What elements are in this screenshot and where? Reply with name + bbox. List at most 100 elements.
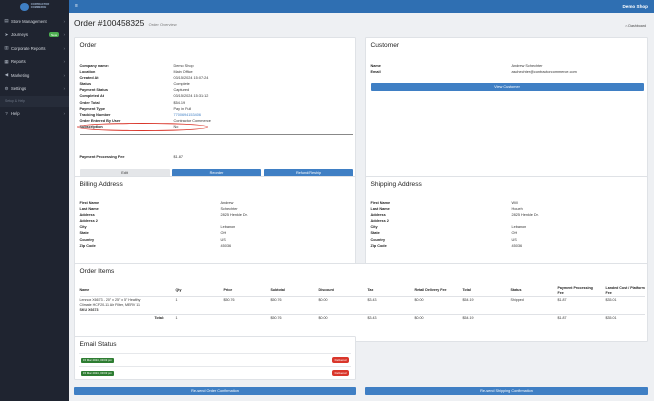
resend-shipping-confirmation-button[interactable]: Re-send Shipping Confirmation	[365, 387, 648, 395]
customer-card: Customer Name Andrew Schechter Email asche…	[365, 37, 648, 182]
totals-total: $54.19	[462, 316, 474, 320]
delivered-status-badge: Delivered	[332, 370, 349, 376]
sidebar-item-marketing[interactable]: ◀ Marketing ›	[0, 69, 69, 83]
shop-name[interactable]: Demo Shop	[622, 3, 648, 9]
chevron-right-icon: ›	[63, 86, 66, 92]
detail-label: Zip Code	[370, 243, 387, 248]
customer-card-title: Customer	[370, 42, 400, 49]
dashboard-label: Dashboard	[628, 24, 646, 28]
detail-row: Company name: Demo Shop	[80, 63, 350, 69]
chevron-right-icon: ›	[63, 72, 66, 78]
sidebar-item-help[interactable]: ? Help ›	[0, 107, 69, 121]
detail-value: Complete	[173, 82, 190, 87]
detail-row: City Lebanon	[371, 224, 641, 230]
detail-row: Payment Status Captured	[80, 87, 350, 93]
detail-value: 03/15/2024 15:31:12	[173, 94, 209, 99]
detail-row: Completed At 03/15/2024 15:31:12	[80, 93, 350, 99]
view-customer-button[interactable]: View Customer	[370, 83, 644, 91]
sidebar-item-label: Store Management	[11, 18, 47, 24]
sidebar-item-store-management[interactable]: ▤ Store Management ›	[0, 15, 69, 29]
detail-label: Country	[370, 237, 386, 242]
detail-value: OH	[511, 231, 518, 236]
edit-button[interactable]: Edit	[79, 169, 170, 177]
email-status-row: 15 Mar 2024, 09:03 pm Delivered	[79, 353, 351, 365]
detail-label: Address	[79, 213, 95, 218]
sidebar-item-label: Corporate Reports	[11, 45, 46, 51]
tracking-label: Tracking Number	[79, 112, 111, 117]
gear-icon: ⚙	[4, 85, 9, 91]
detail-row: Zip Code 45036	[80, 243, 350, 249]
detail-value: Schechter	[220, 207, 238, 212]
detail-row: City Lebanon	[80, 224, 350, 230]
item-qty: 1	[175, 298, 178, 302]
detail-label: State	[370, 231, 380, 236]
detail-value: Houeh	[511, 207, 523, 212]
item-landed-cost: $35.01	[605, 298, 617, 302]
logo-text-top: CONTRACTOR	[30, 3, 50, 7]
column-header-discount: Discount	[318, 288, 334, 292]
refund-reship-button[interactable]: Refund/Reship	[264, 169, 353, 177]
sidebar-item-reports[interactable]: ▦ Reports ›	[0, 55, 69, 69]
detail-label: Created At	[79, 76, 99, 81]
chevron-right-icon: ›	[63, 18, 66, 24]
item-price: $50.76	[223, 298, 235, 302]
tracking-number-link[interactable]: 7700694153406	[173, 112, 201, 117]
reorder-button[interactable]: Reorder	[172, 169, 261, 177]
logo-mark-icon	[19, 3, 29, 11]
detail-row: State OH	[371, 230, 641, 236]
row-divider	[79, 314, 645, 315]
detail-row: Address 2825 Henkle Dr.	[80, 212, 350, 218]
item-status: Shipped	[510, 298, 524, 302]
detail-value: 03/15/2024 15:07:24	[173, 76, 209, 81]
fee-label: Payment Processing Fee	[79, 155, 125, 159]
totals-tax: $3.43	[367, 316, 377, 320]
column-header-status: Status	[510, 288, 522, 292]
detail-value: OH	[220, 231, 227, 236]
detail-row: Address 2	[371, 218, 641, 224]
column-header-price: Price	[223, 288, 233, 292]
detail-row: Location Main Office	[80, 69, 350, 75]
item-name[interactable]: Lennox X6673 - 20" x 25" x 5" Healthy	[79, 298, 141, 302]
order-card: Order Company name: Demo Shop Location Mai…	[74, 37, 356, 182]
sidebar-item-settings[interactable]: ⚙ Settings ›	[0, 82, 69, 96]
sidebar-item-corporate-reports[interactable]: ▥ Corporate Reports ›	[0, 42, 69, 56]
logo[interactable]: CONTRACTOR COMMERCE	[0, 0, 69, 14]
header-divider	[79, 296, 645, 297]
column-header-landed-cost: Landed Cost / Platform Fee	[605, 286, 645, 295]
detail-row: First Name Will	[371, 200, 641, 206]
detail-value: US	[511, 237, 517, 242]
fee-value: $1.87	[173, 155, 184, 159]
detail-row: Last Name Schechter	[80, 206, 350, 212]
store-icon: ▤	[4, 18, 9, 24]
detail-row: Email aschechter@contractorcommerce.com	[371, 69, 641, 75]
detail-label: First Name	[79, 201, 100, 205]
reports-icon: ▥	[4, 45, 9, 51]
detail-value: $54.19	[173, 100, 186, 105]
sidebar-item-label: Journeys	[11, 32, 28, 38]
totals-landed-cost: $35.01	[605, 316, 617, 320]
detail-row: Order Total $54.19	[80, 100, 350, 106]
detail-value: Andrew	[220, 201, 234, 205]
detail-value: 45036	[220, 243, 232, 248]
detail-value: Main Office	[173, 70, 193, 75]
hamburger-menu-icon[interactable]: ≡	[75, 3, 78, 9]
shipping-address-title: Shipping Address	[370, 181, 422, 188]
sidebar-item-label: Marketing	[11, 72, 30, 78]
totals-label: Total:	[154, 316, 165, 320]
detail-value: Lebanon	[511, 225, 527, 230]
chevron-right-icon: ›	[63, 110, 66, 116]
chart-icon: ▦	[4, 58, 9, 64]
column-header-subtotal: Subtotal	[270, 288, 285, 292]
detail-label: Order Entered By User	[79, 118, 121, 123]
help-icon: ?	[5, 110, 8, 116]
email-status-card: Email Status 15 Mar 2024, 09:03 pm Deliv…	[74, 336, 356, 380]
resend-order-confirmation-button[interactable]: Re-send Order Confirmation	[74, 387, 356, 395]
megaphone-icon: ◀	[4, 72, 9, 78]
email-date-badge: 15 Mar 2024, 09:03 pm	[81, 370, 114, 377]
chevron-right-icon: ›	[63, 45, 66, 51]
chevron-right-icon: ›	[63, 59, 66, 65]
sidebar: CONTRACTOR COMMERCE ▤ Store Management ›…	[0, 0, 69, 401]
item-discount: $0.00	[318, 298, 328, 302]
dashboard-link[interactable]: ⌂ Dashboard	[625, 24, 646, 28]
sidebar-item-journeys[interactable]: ➤ Journeys New ›	[0, 28, 69, 42]
